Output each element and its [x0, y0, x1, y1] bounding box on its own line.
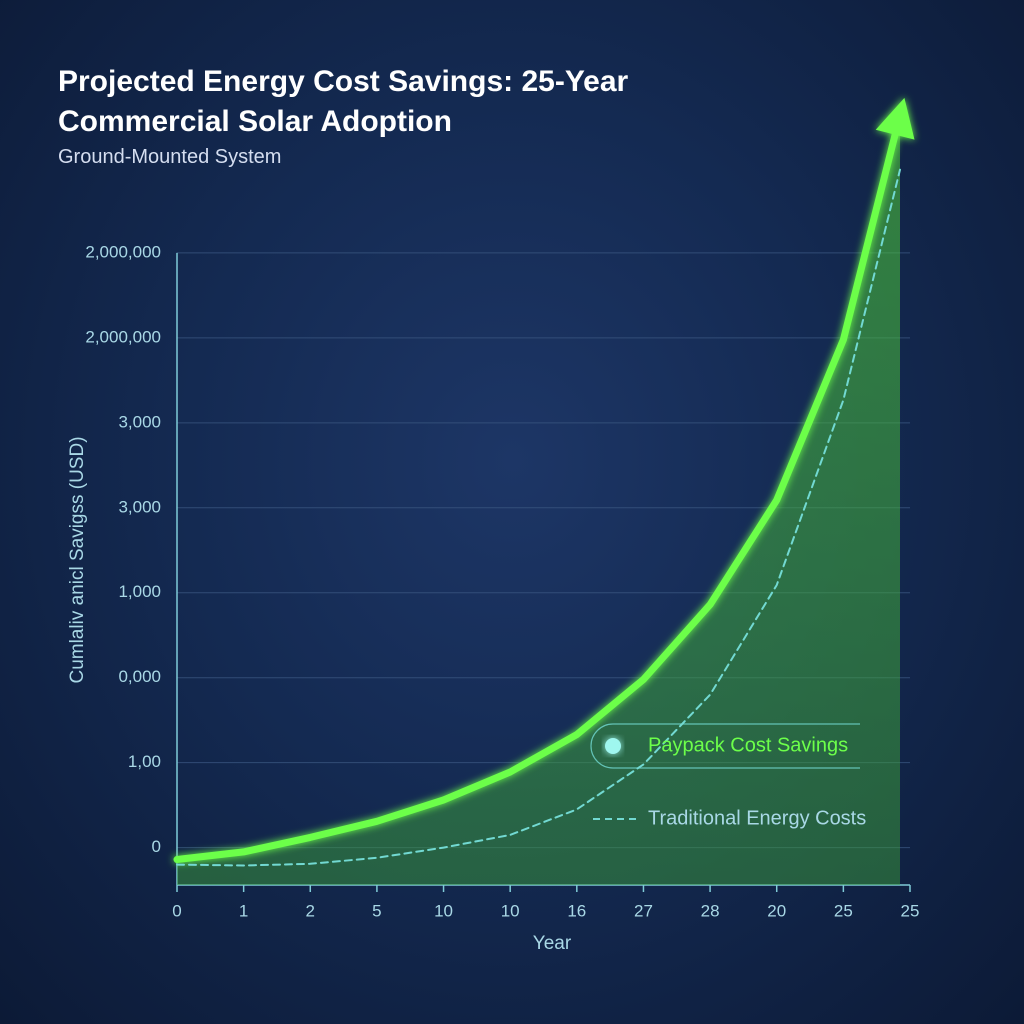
series-line [173, 111, 904, 863]
y-tick-label: 3,000 [118, 497, 161, 516]
y-tick-label: 1,00 [128, 752, 161, 771]
y-tick-label: 3,000 [118, 412, 161, 431]
arrowhead [875, 97, 915, 140]
chart-title: Projected Energy Cost Savings: 25-Year C… [58, 65, 629, 138]
legend-swatch [605, 738, 621, 754]
x-tick-label: 16 [567, 901, 586, 920]
x-tick-label: 1 [239, 901, 248, 920]
x-tick-label: 2 [306, 901, 315, 920]
x-tick-label: 27 [634, 901, 653, 920]
legend-label: Traditional Energy Costs [648, 807, 866, 829]
x-axis-label: Year [533, 933, 572, 954]
y-tick-label: 2,000,000 [85, 327, 161, 346]
x-tick-label: 10 [501, 901, 520, 920]
legend-label: Paypack Cost Savings [648, 734, 848, 756]
x-tick-label: 25 [901, 901, 920, 920]
x-tick-label: 0 [172, 901, 181, 920]
y-tick-label: 2,000,000 [85, 242, 161, 261]
x-tick-label: 20 [767, 901, 786, 920]
y-tick-label: 1,000 [118, 582, 161, 601]
y-tick-label: 0 [152, 837, 161, 856]
series-line [176, 168, 901, 867]
area [177, 115, 901, 886]
x-tick-label: 25 [834, 901, 853, 920]
chart-subtitle: Ground-Mounted System [58, 146, 282, 168]
x-tick-label: 5 [372, 901, 381, 920]
x-tick-label: 28 [701, 901, 720, 920]
y-axis-label: Cumlaliv anicl Savigss (USD) [67, 436, 88, 683]
y-tick-label: 0,000 [118, 667, 161, 686]
x-tick-label: 10 [434, 901, 453, 920]
legend-frame [590, 723, 860, 769]
